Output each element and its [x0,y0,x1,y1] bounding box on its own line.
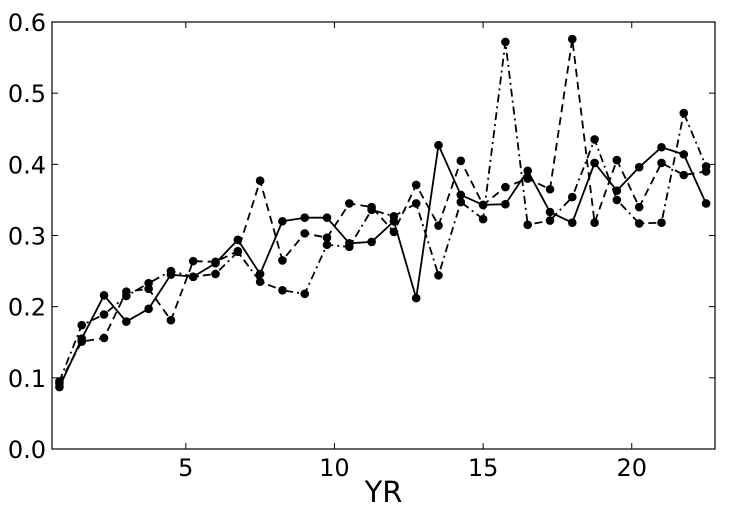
data-point [144,278,153,288]
data-point [278,216,287,226]
data-point [166,315,176,325]
data-point [188,272,198,282]
data-point [523,220,532,230]
data-point [657,158,666,168]
data-point [99,290,109,300]
data-point [255,176,265,186]
tick-layer: 0.0 0.1 0.2 0.3 0.4 0.5 0.6 5 10 15 20 [8,9,715,482]
y-tick-label: 0.6 [8,9,46,37]
plot-frame [51,21,716,450]
series-layer [55,34,711,392]
data-point [701,162,711,171]
data-point [501,182,510,192]
data-point [634,162,644,172]
y-tick-label: 0.0 [8,436,46,464]
data-point [122,291,131,301]
data-point [679,170,689,180]
data-point [634,219,644,228]
data-point [612,195,622,205]
data-point [545,207,555,217]
data-point [278,285,287,295]
data-point [456,156,466,166]
x-tick-label: 15 [468,454,499,482]
data-point [590,158,599,168]
data-point [345,199,354,208]
data-point [99,333,109,343]
data-point [278,256,287,265]
data-point [367,237,376,247]
data-point [55,377,64,386]
data-point [501,37,510,47]
data-point [255,277,265,287]
data-point [567,218,577,227]
data-point [434,221,443,230]
data-point [590,218,599,227]
data-point [322,233,332,242]
y-tick-label: 0.5 [8,80,46,108]
y-tick-label: 0.4 [8,151,46,179]
data-point [634,202,644,212]
data-point [99,310,109,319]
data-point [478,214,488,224]
data-point [122,317,131,326]
data-point [612,155,622,165]
data-point [501,199,510,209]
data-point [300,229,310,238]
data-point [144,304,153,314]
x-tick-label: 5 [178,454,193,482]
data-point [434,140,443,150]
data-point [211,269,220,279]
data-point [523,166,532,176]
x-tick-label: 10 [319,454,350,482]
data-point [590,135,599,144]
data-point [77,337,87,346]
data-point [545,184,555,194]
series-line-3-dashdot [58,41,707,382]
data-point [389,227,399,237]
x-tick-label: 20 [616,454,647,482]
data-point [211,257,220,267]
data-point [300,289,310,299]
data-point [389,211,399,221]
data-point [300,213,310,223]
data-point [367,205,376,215]
data-point [456,197,466,207]
data-point [188,256,198,266]
y-tick-label: 0.2 [8,294,46,322]
data-point [255,269,265,279]
y-tick-label: 0.1 [8,365,46,393]
x-axis-label: YR [364,475,403,509]
data-point [411,180,421,190]
series-line-1-solid [58,144,707,388]
data-point [233,247,243,257]
data-point [345,242,354,252]
data-point [322,240,332,250]
data-point [567,192,577,202]
data-point [434,271,443,280]
data-point [322,213,332,223]
data-point [77,320,87,330]
data-point [545,216,555,225]
data-point [679,150,689,159]
data-point [411,199,421,208]
data-point [679,108,689,118]
data-point [166,266,176,276]
data-point [411,293,421,303]
data-point [523,174,532,183]
data-point [657,142,666,152]
data-point [567,34,577,44]
y-tick-label: 0.3 [8,223,46,251]
data-point [456,190,466,200]
data-point [701,199,711,208]
series-line-2-dashed [58,38,707,384]
data-point [657,218,666,227]
